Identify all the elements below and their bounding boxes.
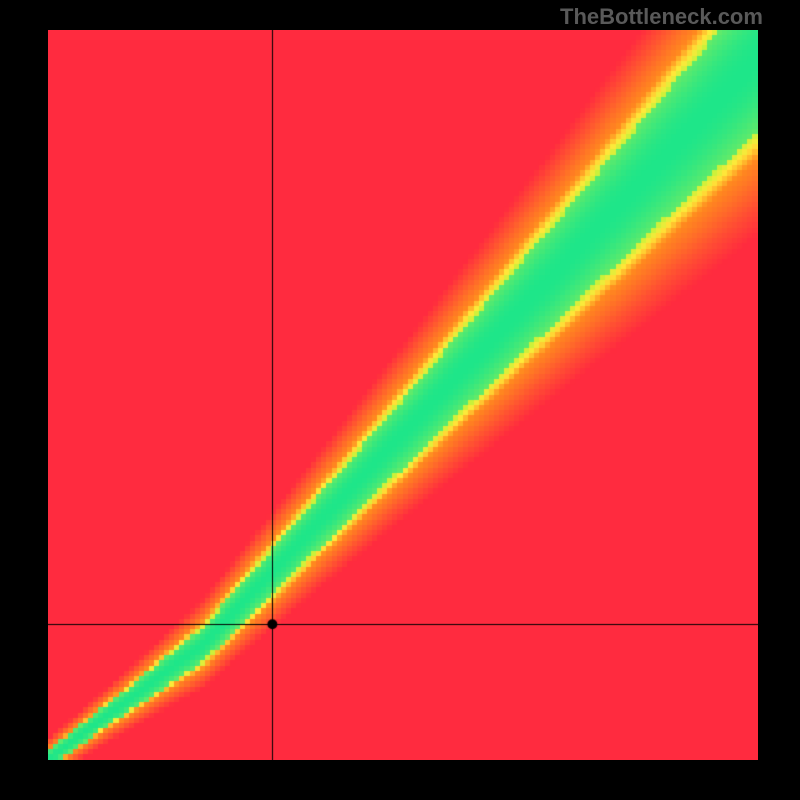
chart-container: TheBottleneck.com [0,0,800,800]
bottleneck-heatmap [48,30,758,760]
watermark-text: TheBottleneck.com [560,4,763,30]
